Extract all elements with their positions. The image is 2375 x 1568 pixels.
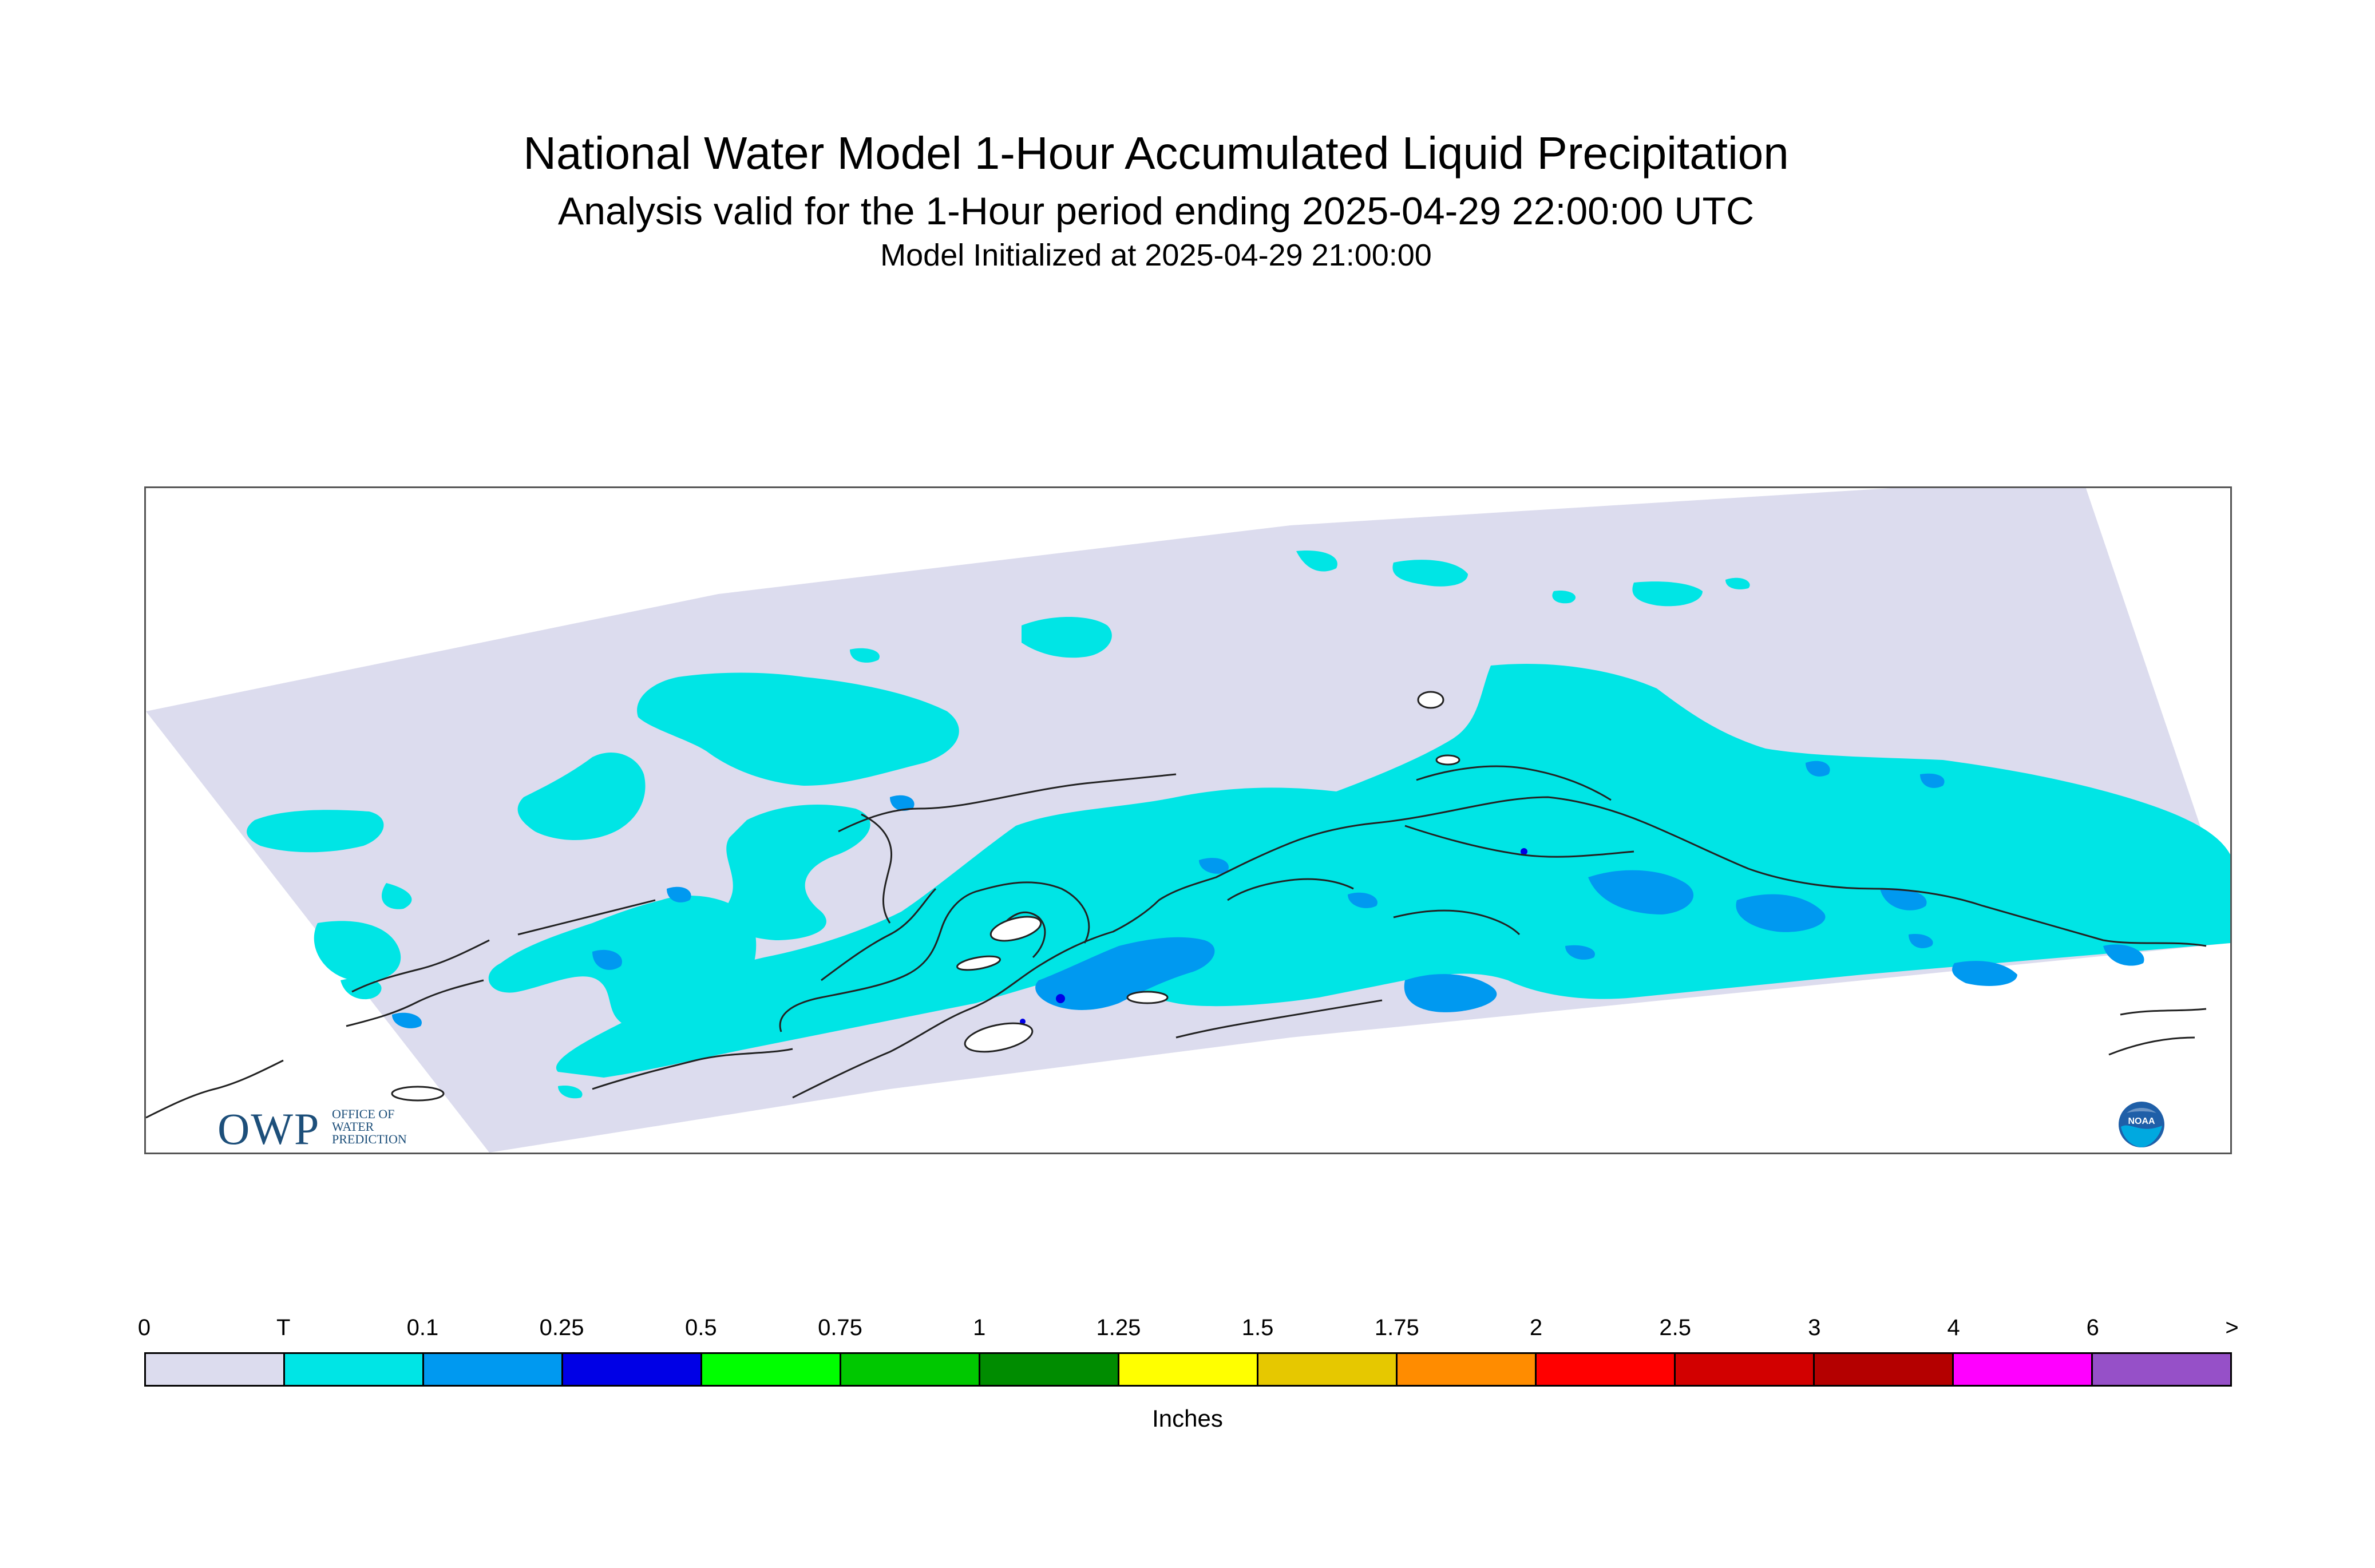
legend-tick-label: 1: [973, 1315, 986, 1340]
legend-tick-label: 3: [1808, 1315, 1821, 1340]
model-init-line: Model Initialized at 2025-04-29 21:00:00: [880, 238, 1432, 272]
legend-tick-label: >: [2225, 1315, 2239, 1340]
legend-tick-label: 1.25: [1096, 1315, 1141, 1340]
legend-swatch: [424, 1354, 563, 1385]
owp-logo-line1: OFFICE OF: [332, 1107, 395, 1121]
legend-swatch: [1398, 1354, 1537, 1385]
coastlines: [146, 765, 2207, 1119]
legend-tick-label: T: [276, 1315, 291, 1340]
legend-tick-label: 0.25: [539, 1315, 584, 1340]
legend-swatch: [980, 1354, 1119, 1385]
moderate-precip-spots: [1020, 848, 1527, 1024]
legend-tick-label: 0.75: [818, 1315, 862, 1340]
legend-swatch: [1258, 1354, 1398, 1385]
legend-swatch: [1119, 1354, 1258, 1385]
owp-logo-letters: OWP: [217, 1104, 320, 1154]
legend-tick-label: 0: [137, 1315, 151, 1340]
legend-swatch: [146, 1354, 285, 1385]
legend-swatch: [1815, 1354, 1954, 1385]
legend-swatch: [2093, 1354, 2230, 1385]
legend-tick-label: 1.5: [1241, 1315, 1274, 1340]
owp-logo-line3: PREDICTION: [332, 1132, 407, 1146]
legend-swatch: [841, 1354, 980, 1385]
legend-tick-label: 0.5: [684, 1315, 717, 1340]
noaa-logo-text: NOAA: [2128, 1116, 2155, 1126]
outside-domain-right: [2086, 488, 2230, 914]
legend-swatch: [563, 1354, 702, 1385]
light-precip-areas: [392, 761, 2144, 1028]
map-svg: [146, 488, 2230, 1153]
legend-tick-label: 2.5: [1659, 1315, 1691, 1340]
legend-swatch: [702, 1354, 841, 1385]
legend-swatch: [1954, 1354, 2093, 1385]
lakes: [391, 691, 1460, 1102]
chart-title: National Water Model 1-Hour Accumulated …: [523, 128, 1789, 179]
owp-logo-line2: WATER: [332, 1119, 374, 1134]
legend-colorbar: [144, 1352, 2232, 1387]
precipitation-map: OWP OFFICE OF WATER PREDICTION NOAA: [144, 486, 2232, 1154]
noaa-logo: NOAA: [2117, 1100, 2166, 1149]
legend-tick-label: 4: [1947, 1315, 1960, 1340]
legend-tick-label: 1.75: [1374, 1315, 1419, 1340]
legend-swatch: [1676, 1354, 1815, 1385]
legend-swatch: [1537, 1354, 1676, 1385]
legend-tick-label: 2: [1529, 1315, 1543, 1340]
legend-units: Inches: [1152, 1405, 1223, 1432]
legend-tick-label: 6: [2086, 1315, 2099, 1340]
noaa-emblem-icon: [2119, 1102, 2164, 1147]
chart-subtitle: Analysis valid for the 1-Hour period end…: [557, 189, 1755, 233]
legend-swatch: [285, 1354, 424, 1385]
legend-tick-label: 0.1: [406, 1315, 439, 1340]
